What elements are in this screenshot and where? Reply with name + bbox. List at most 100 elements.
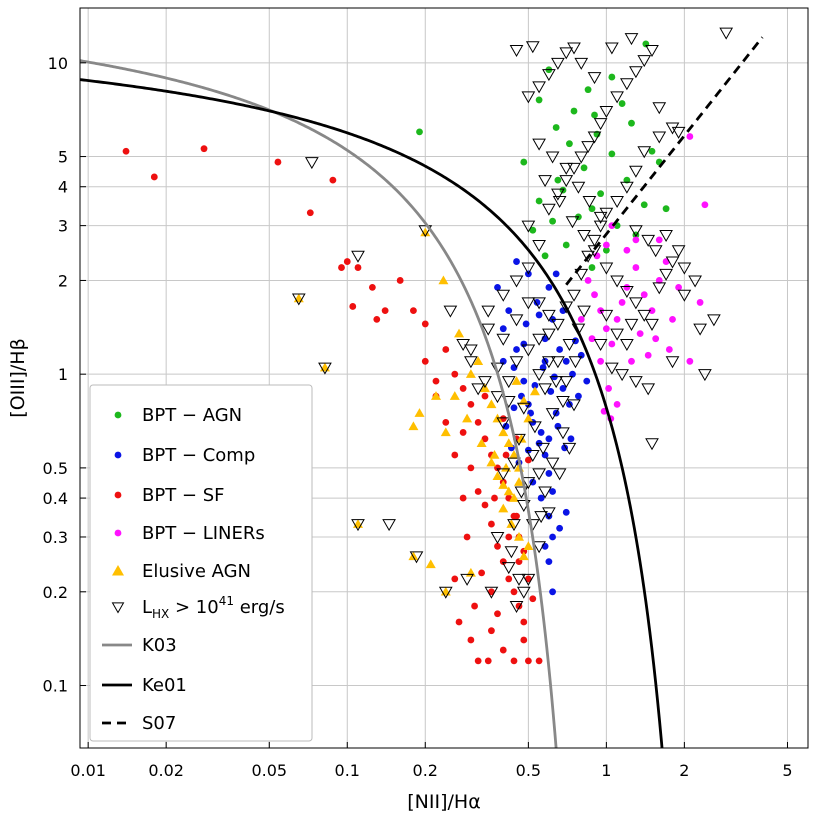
xray-marker: [509, 44, 524, 57]
xray-marker: [538, 383, 552, 396]
xray-marker: [481, 323, 496, 336]
data-point: [421, 357, 429, 365]
xray-marker: [567, 162, 581, 175]
data-point: [636, 330, 644, 337]
xray-marker: [559, 47, 574, 60]
legend-label: K03: [142, 635, 177, 656]
elusive-agn-marker: [408, 421, 419, 431]
data-point: [580, 164, 588, 172]
data-point: [502, 422, 510, 430]
xray-marker: [556, 396, 570, 409]
data-point: [535, 311, 543, 319]
xray-marker: [542, 328, 556, 341]
data-point: [655, 277, 663, 284]
xray-marker: [509, 601, 524, 614]
data-point: [499, 325, 507, 333]
data-point: [583, 377, 591, 385]
xray-marker: [620, 181, 634, 194]
data-point: [642, 40, 650, 48]
data-point: [588, 205, 596, 213]
xray-marker: [545, 151, 560, 164]
xray-marker: [532, 81, 546, 94]
x-tick-label: 0.02: [148, 761, 184, 780]
xray-marker: [559, 162, 574, 175]
data-point: [531, 382, 539, 389]
xray-marker: [637, 309, 652, 322]
x-axis-label: [NII]/Hα: [407, 791, 480, 813]
data-point: [529, 226, 537, 234]
xray-marker: [509, 356, 524, 369]
xray-marker: [645, 438, 659, 451]
data-point: [488, 588, 495, 596]
data-point: [421, 320, 429, 328]
data-point: [510, 657, 518, 665]
xray-marker: [464, 344, 478, 357]
xray-marker: [641, 383, 656, 396]
data-point: [396, 277, 404, 284]
xray-marker: [509, 275, 524, 288]
data-point: [640, 291, 648, 299]
xray-marker: [538, 175, 552, 188]
data-point: [520, 340, 528, 348]
xray-marker: [587, 131, 602, 144]
data-point: [481, 501, 489, 509]
data-point: [577, 315, 585, 323]
data-point: [494, 283, 501, 291]
data-point: [640, 201, 648, 209]
elusive-agn-marker: [529, 386, 540, 396]
elusive-agn-marker: [408, 551, 419, 561]
xray-marker: [707, 314, 721, 327]
data-point: [200, 145, 208, 153]
data-point: [505, 533, 513, 541]
data-point: [537, 429, 545, 436]
xray-marker: [599, 262, 614, 275]
xray-marker: [652, 282, 667, 295]
xray-marker: [624, 318, 639, 331]
xray-marker: [534, 511, 548, 524]
data-point: [535, 96, 543, 104]
xray-marker: [478, 376, 492, 389]
data-point: [556, 346, 564, 353]
data-point: [467, 400, 475, 408]
data-point: [632, 236, 640, 244]
data-point: [524, 575, 532, 583]
data-point: [451, 370, 459, 378]
x-tick-label: 5: [782, 761, 792, 780]
xray-marker: [577, 229, 591, 242]
xray-marker: [620, 285, 634, 298]
elusive-agn-marker: [414, 408, 425, 417]
xray-marker: [545, 408, 560, 421]
xray-marker: [521, 297, 536, 310]
data-point: [701, 201, 709, 209]
xray-marker: [490, 362, 505, 375]
elusive-agn-marker: [516, 433, 527, 443]
xray-marker: [567, 289, 581, 302]
xray-marker: [521, 91, 536, 104]
xray-marker: [532, 468, 546, 481]
elusive-agn-marker: [440, 427, 451, 437]
data-point: [513, 258, 520, 265]
data-point: [591, 111, 598, 119]
data-point: [474, 488, 482, 495]
y-tick-label: 10: [48, 54, 68, 73]
xray-marker: [490, 391, 505, 404]
data-point: [467, 464, 475, 472]
legend-dot-marker: [114, 451, 122, 459]
data-point: [488, 627, 495, 635]
data-point: [274, 158, 282, 166]
data-point: [591, 291, 598, 299]
data-point: [602, 325, 610, 333]
data-point: [562, 508, 570, 516]
data-point: [655, 236, 663, 244]
x-tick-label: 1: [601, 761, 611, 780]
data-point: [545, 283, 553, 291]
elusive-agn-marker: [425, 559, 436, 569]
xray-marker: [512, 573, 526, 586]
data-point: [499, 646, 507, 654]
data-point: [549, 588, 556, 596]
xray-marker: [665, 356, 680, 369]
xray-marker: [671, 245, 686, 258]
elusive-agn-marker: [486, 399, 497, 409]
data-point: [549, 533, 556, 541]
